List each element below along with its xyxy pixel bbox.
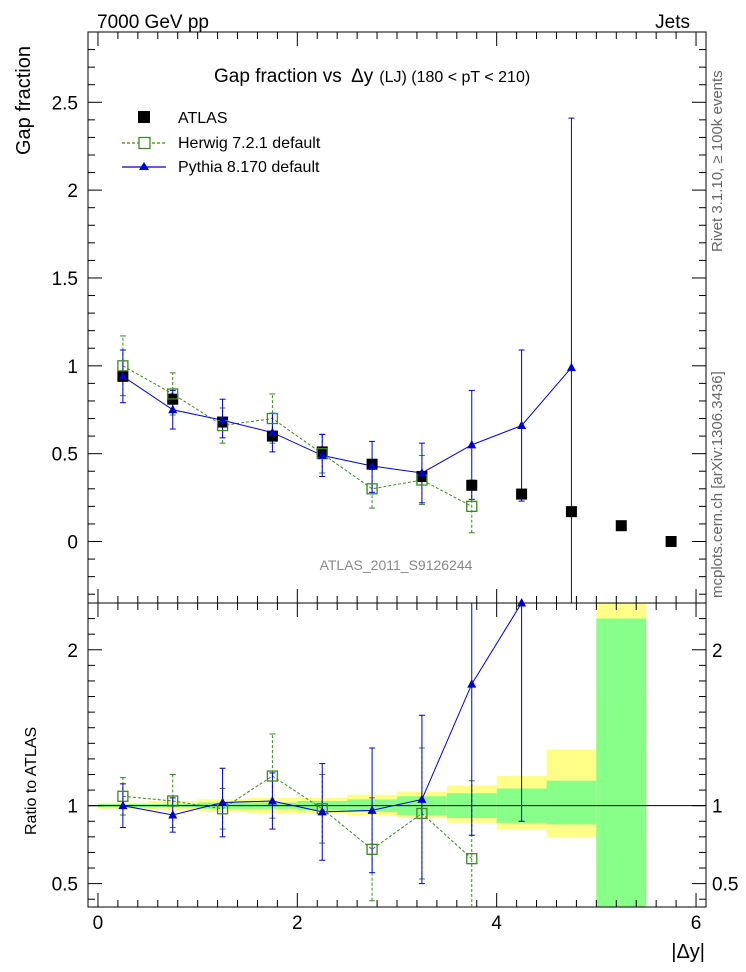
ratio-herwig-point xyxy=(167,795,179,807)
atlas-point xyxy=(416,471,428,483)
herwig-point xyxy=(466,500,478,513)
title-dy: Δy xyxy=(351,66,374,87)
herwig-point xyxy=(117,360,129,372)
pythia-point xyxy=(417,467,427,477)
ratio-pythia-point xyxy=(118,800,128,810)
y-tick-label: 1 xyxy=(67,357,78,378)
pythia-line xyxy=(122,367,572,474)
atlas-point xyxy=(516,488,528,500)
mcplots-side-label: mcplots.cern.ch [arXiv:1306.3436] xyxy=(709,371,726,598)
ratio-pythia-point xyxy=(317,806,327,816)
herwig-point xyxy=(167,388,179,400)
collision-label: 7000 GeV pp xyxy=(97,12,209,33)
atlas-point xyxy=(615,520,627,532)
ratio-herwig-line xyxy=(122,775,473,860)
title-main: Gap fraction vs xyxy=(214,66,347,87)
herwig-point xyxy=(266,412,279,425)
legend-pythia-label: Pythia 8.170 default xyxy=(178,159,320,176)
legend-pythia-marker xyxy=(139,162,149,170)
pythia-point xyxy=(218,415,228,424)
ratio-pythia-point xyxy=(367,805,377,814)
y-tick-label: 2 xyxy=(67,181,78,202)
y-tick-label: 2 xyxy=(67,641,78,662)
atlas-point xyxy=(665,536,677,548)
legend: ATLAS Herwig 7.2.1 default Pythia 8.170 … xyxy=(122,110,321,176)
legend-pythia: Pythia 8.170 default xyxy=(122,159,320,176)
y-axis-label-main: Gap fraction xyxy=(13,46,35,155)
legend-atlas-marker xyxy=(138,111,150,123)
ratio-pythia-point xyxy=(267,795,277,805)
ratio-pythia-point xyxy=(168,810,178,819)
herwig-point xyxy=(366,483,378,495)
pythia-point xyxy=(367,460,377,470)
legend-herwig-label: Herwig 7.2.1 default xyxy=(178,135,321,152)
band-green-bin xyxy=(596,618,647,907)
y-tick-label-right: 0.5 xyxy=(712,875,738,896)
legend-herwig: Herwig 7.2.1 default xyxy=(122,135,321,152)
ratio-herwig-point xyxy=(366,843,378,855)
rivet-side-label: Rivet 3.1.10, ≥ 100k events xyxy=(709,70,726,252)
process-label: Jets xyxy=(655,12,690,33)
y-tick-label: 1.5 xyxy=(52,269,78,290)
atlas-point xyxy=(565,506,577,518)
ratio-pythia-point xyxy=(517,598,527,607)
ratio-herwig-point xyxy=(416,807,428,820)
x-tick-label: 6 xyxy=(691,913,702,934)
ratio-herwig-point xyxy=(266,770,279,782)
y-tick-label: 0.5 xyxy=(52,875,78,896)
y-axis-label-ratio: Ratio to ATLAS xyxy=(23,727,40,835)
main-title: Gap fraction vs Δy (LJ) (180 < pT < 210) xyxy=(214,66,530,87)
pythia-point xyxy=(118,371,128,380)
y-tick-label: 0.5 xyxy=(52,445,78,466)
atlas-point xyxy=(466,479,478,491)
ratio-pythia-point xyxy=(467,679,477,688)
pythia-point xyxy=(566,362,576,372)
x-tick-label: 2 xyxy=(292,913,303,934)
atlas-point xyxy=(266,430,278,442)
ratio-herwig-point xyxy=(466,853,478,865)
watermark: ATLAS_2011_S9126244 xyxy=(320,557,473,573)
x-tick-label: 0 xyxy=(93,913,104,934)
pythia-point xyxy=(467,439,477,449)
ratio-panel: 0 2 4 6 0.5 0.5 1 1 2 2 xyxy=(52,598,738,934)
pythia-point xyxy=(267,427,277,437)
y-tick-label-right: 2 xyxy=(712,641,723,662)
ratio-pythia-point xyxy=(417,794,427,803)
ratio-pythia-point xyxy=(218,797,228,807)
y-tick-label-right: 1 xyxy=(712,797,723,818)
pythia-point xyxy=(317,450,327,459)
legend-herwig-marker xyxy=(138,136,151,150)
title-rest: (LJ) (180 < pT < 210) xyxy=(379,69,530,86)
x-tick-label: 4 xyxy=(491,913,502,934)
legend-atlas: ATLAS xyxy=(138,110,228,127)
legend-atlas-label: ATLAS xyxy=(178,110,228,127)
y-tick-label: 2.5 xyxy=(52,93,78,114)
main-panel: 0 0.5 1 1.5 2 2.5 xyxy=(52,31,707,604)
pythia-point xyxy=(168,404,178,414)
band-green-bin xyxy=(546,780,597,825)
x-axis-label: |Δy| xyxy=(671,941,705,963)
pythia-point xyxy=(517,420,527,430)
y-tick-label: 0 xyxy=(67,533,78,554)
y-tick-label: 1 xyxy=(67,797,78,818)
herwig-line xyxy=(122,365,472,507)
